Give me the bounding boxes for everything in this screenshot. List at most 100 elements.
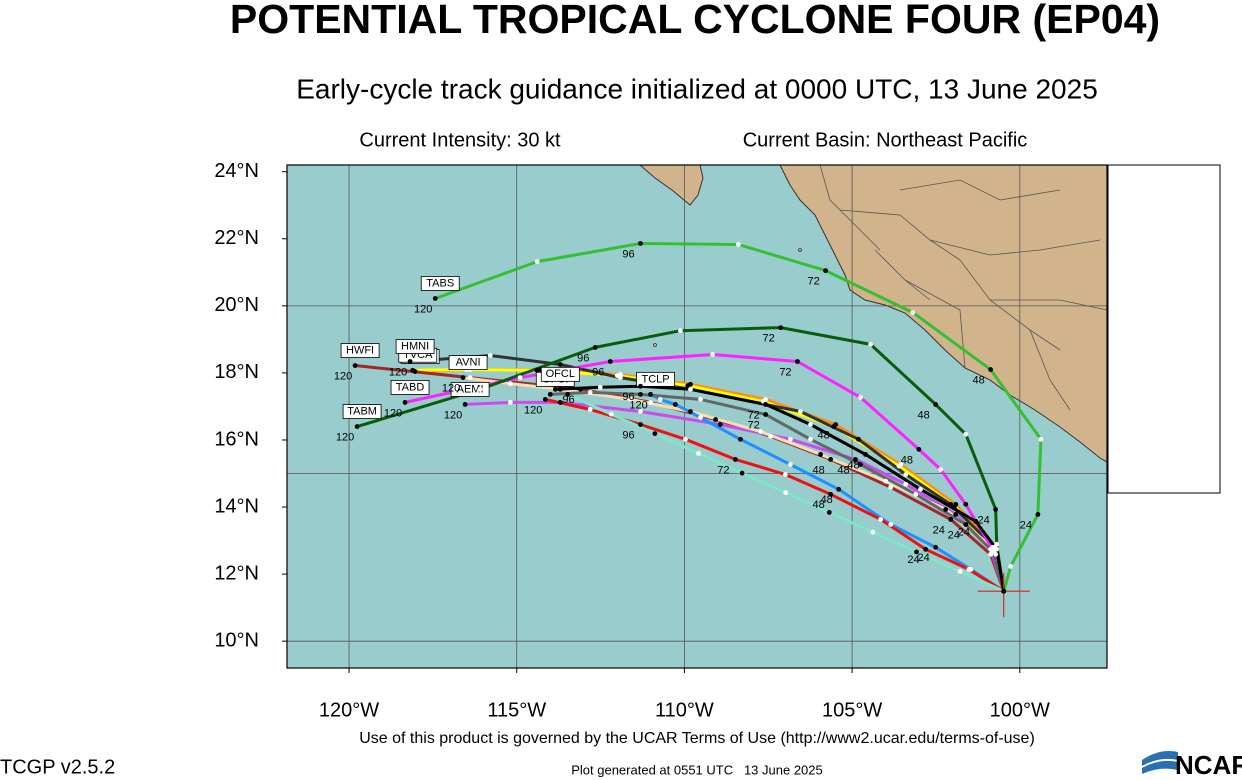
track-point [993,506,999,512]
hour-label: 24 [978,514,990,526]
title: POTENTIAL TROPICAL CYCLONE FOUR (EP04) [230,0,1160,42]
track-point [923,546,928,552]
track-point [557,362,563,367]
track-point [628,396,633,402]
track-point [677,328,683,334]
track-point [778,325,784,331]
hour-label: 48 [901,454,913,466]
hour-label: 96 [622,429,634,441]
track-point [952,503,957,509]
end-box-label: OFCL [546,368,575,380]
track-point [788,462,793,467]
track-point [617,375,623,381]
track-point [782,472,788,477]
hour-label: 24 [958,526,970,538]
track-point [994,546,1000,552]
track-point [710,352,715,357]
track-point [739,470,745,476]
track-point [592,345,598,350]
track-point [638,391,643,397]
track-point [507,400,513,405]
track-point [460,375,466,381]
track-labels: 48TVCETVCA96120HMNI244896120HWFI48120AEM… [334,241,1044,574]
version: TCGP v2.5.2 [0,756,115,778]
hour-label: 24 [933,524,945,536]
track-point [870,529,876,535]
track-point [688,409,693,414]
track-point [856,436,861,442]
track-point [943,506,949,512]
hour-label: 96 [592,366,604,378]
track-point [587,389,593,395]
track-point [685,383,691,389]
track-point [1038,436,1044,442]
track-point [487,353,493,358]
track-point [517,375,523,381]
hour-label: 120 [629,399,647,411]
track-point [828,491,834,497]
track-point [410,367,416,373]
track-point [990,544,996,550]
end-box-label: AEMI [457,383,484,395]
track-point [565,391,571,397]
hour-label: 48 [847,459,859,471]
track-point [638,422,643,427]
track-point [938,467,944,472]
logo-text: NCAR [1175,750,1242,780]
track-point [607,359,613,364]
track-point [652,431,658,437]
hour-label: 120 [524,404,542,416]
hour-label: 120 [444,409,462,421]
hour-label: 48 [972,374,984,386]
track-point [688,386,693,392]
basin: Current Basin: Northeast Pacific [743,129,1028,151]
map-layer: 48TVCETVCA96120HMNI244896120HWFI48120AEM… [287,165,1107,668]
track-point [990,548,996,554]
track-point [402,400,408,405]
track-point [547,391,553,397]
track-point [638,241,643,246]
track-point [878,517,884,522]
hour-label: 72 [717,464,729,476]
track-point [963,501,969,507]
y-tick-label: 22°N [214,227,259,249]
track-point [648,400,653,405]
generated: Plot generated at 0551 UTC 13 June 2025 [571,762,823,777]
end-box-label: TABD [396,381,425,393]
track-point [696,450,701,456]
intensity: Current Intensity: 30 kt [359,129,561,151]
hour-label: 48 [917,409,929,421]
end-box-label: HWFI [346,344,374,356]
track-point [798,409,803,414]
y-tick-label: 16°N [214,428,259,450]
y-tick-label: 20°N [214,294,259,316]
y-tick-label: 12°N [214,562,259,584]
track-point [828,457,834,462]
track-point [993,551,999,557]
hour-label: 48 [837,464,849,476]
end-box [450,382,490,397]
hour-label: 120 [384,407,402,419]
track-point [858,394,863,400]
land-mainland [779,165,1107,463]
track-point [507,381,513,387]
end-box-label: AVNI [456,357,481,369]
track-point [994,541,1000,547]
track-point [973,519,979,524]
track-point [552,386,558,392]
legend [1107,164,1221,494]
track-point [903,472,909,477]
track-point [918,486,923,492]
track-point [963,522,969,527]
x-tick-label: 105°W [822,699,882,721]
end-box [540,366,580,382]
track-point [933,544,939,550]
hour-label: 96 [562,394,574,406]
track-point [888,484,894,490]
end-box [636,371,675,387]
track-point [933,402,939,407]
track-point [783,490,789,496]
track-point [808,436,813,442]
